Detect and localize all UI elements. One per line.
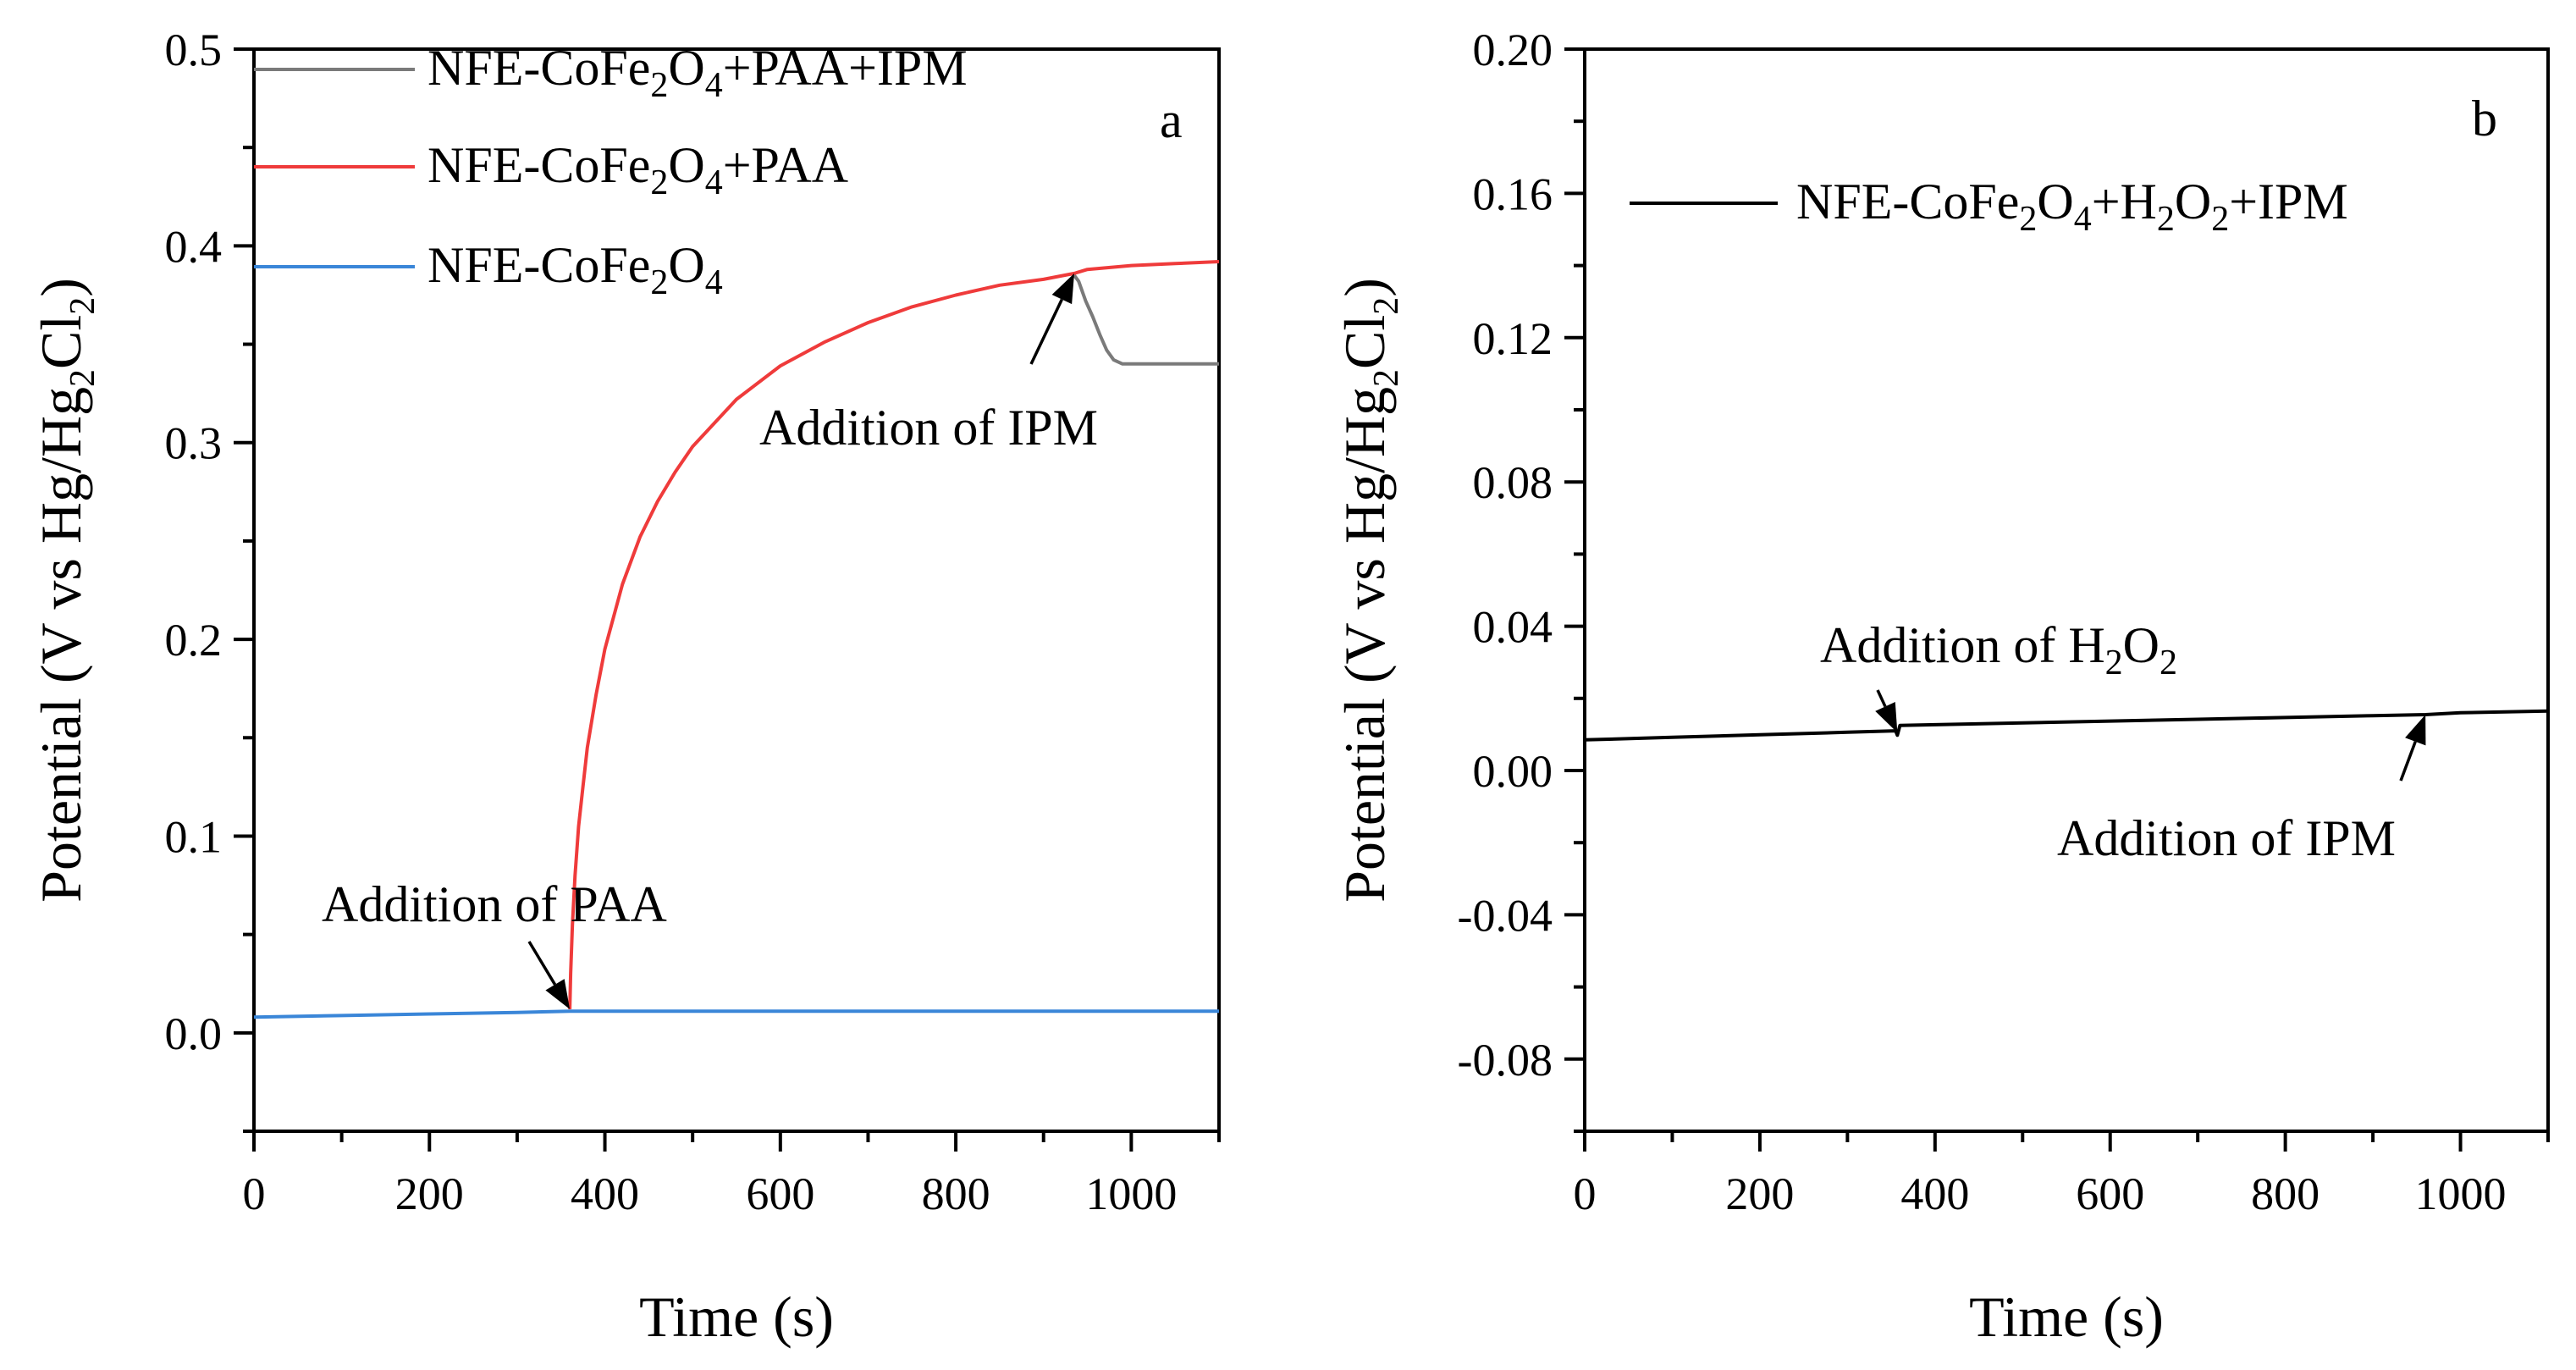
chart-panel-a: 0 200 400 600 800 1000 0.0 0.1 0.2 0.3 0.4 0.5 Time …: [29, 25, 1221, 1349]
annotation-arrow-shaft: [1876, 689, 1887, 708]
annotation-arrow-shaft: [2399, 741, 2417, 782]
y-tick-label: -0.04: [1458, 890, 1553, 941]
y-axis-title: Potential (V vs Hg/Hg2Cl2): [29, 278, 102, 903]
x-tick-label: 400: [1900, 1168, 1969, 1219]
x-axis-title: Time (s): [1969, 1284, 2164, 1349]
legend-label: NFE-CoFe2O4: [427, 237, 723, 302]
x-tick-label: 200: [1725, 1168, 1794, 1219]
plot-frame: [252, 47, 1221, 1133]
x-tick-label: 1000: [2415, 1168, 2507, 1219]
y-tick-label: 0.5: [165, 25, 223, 75]
x-tick-label: 600: [2076, 1168, 2144, 1219]
annotation-arrow-head: [2405, 714, 2426, 746]
legend-label: NFE-CoFe2O4+PAA+IPM: [427, 40, 968, 105]
y-axis-title: Potential (V vs Hg/Hg2Cl2): [1332, 278, 1406, 903]
legend-label: NFE-CoFe2O4+H2O2+IPM: [1796, 174, 2348, 239]
y-tick-label: 0.1: [165, 811, 223, 862]
x-tick-label: 200: [395, 1168, 464, 1219]
series-line-3: [253, 1009, 1219, 1019]
annotation-label: Addition of PAA: [322, 876, 667, 932]
annotation-label: Addition of IPM: [2057, 810, 2396, 866]
series-line-2: [568, 260, 1220, 1009]
y-tick-label: 0.20: [1473, 25, 1553, 75]
annotation-arrow-shaft: [527, 941, 557, 986]
y-tick-label: 0.0: [165, 1008, 223, 1059]
panel-label: a: [1160, 92, 1183, 148]
annotation-arrow-head: [1875, 701, 1898, 733]
y-tick-label: 0.08: [1473, 457, 1553, 508]
series-line-1: [1073, 274, 1219, 366]
annotation-label: Addition of H2O2: [1820, 617, 2177, 682]
y-tick-label: 0.4: [165, 221, 223, 272]
x-axis-title: Time (s): [639, 1284, 834, 1349]
y-tick-label: -0.08: [1458, 1035, 1553, 1086]
y-tick-label: 0.16: [1473, 168, 1553, 219]
y-tick-label: 0.12: [1473, 313, 1553, 364]
y-tick-label: 0.3: [165, 418, 223, 469]
panel-label: b: [2472, 91, 2497, 146]
x-tick-label: 1000: [1085, 1168, 1177, 1219]
annotation-arrow-head: [545, 979, 571, 1009]
y-tick-label: 0.2: [165, 615, 223, 666]
annotation-arrow-head: [1051, 273, 1074, 305]
x-tick-label: 0: [243, 1168, 266, 1219]
x-tick-label: 600: [746, 1168, 814, 1219]
x-tick-label: 0: [1574, 1168, 1597, 1219]
annotation-arrow-shaft: [1029, 298, 1063, 365]
y-tick-label: 0.00: [1473, 746, 1553, 797]
y-tick-label: 0.04: [1473, 602, 1553, 653]
legend-label: NFE-CoFe2O4+PAA: [427, 137, 848, 202]
x-tick-label: 800: [2251, 1168, 2320, 1219]
series-line-1: [1584, 709, 2549, 742]
annotation-label: Addition of IPM: [759, 400, 1098, 456]
x-tick-label: 800: [922, 1168, 990, 1219]
x-tick-label: 400: [571, 1168, 639, 1219]
plot-frame: [1583, 47, 2550, 1133]
chart-panel-b: 0 200 400 600 800 1000 -0.08 -0.04 0.00 0.04 0.08 0…: [1332, 25, 2550, 1349]
